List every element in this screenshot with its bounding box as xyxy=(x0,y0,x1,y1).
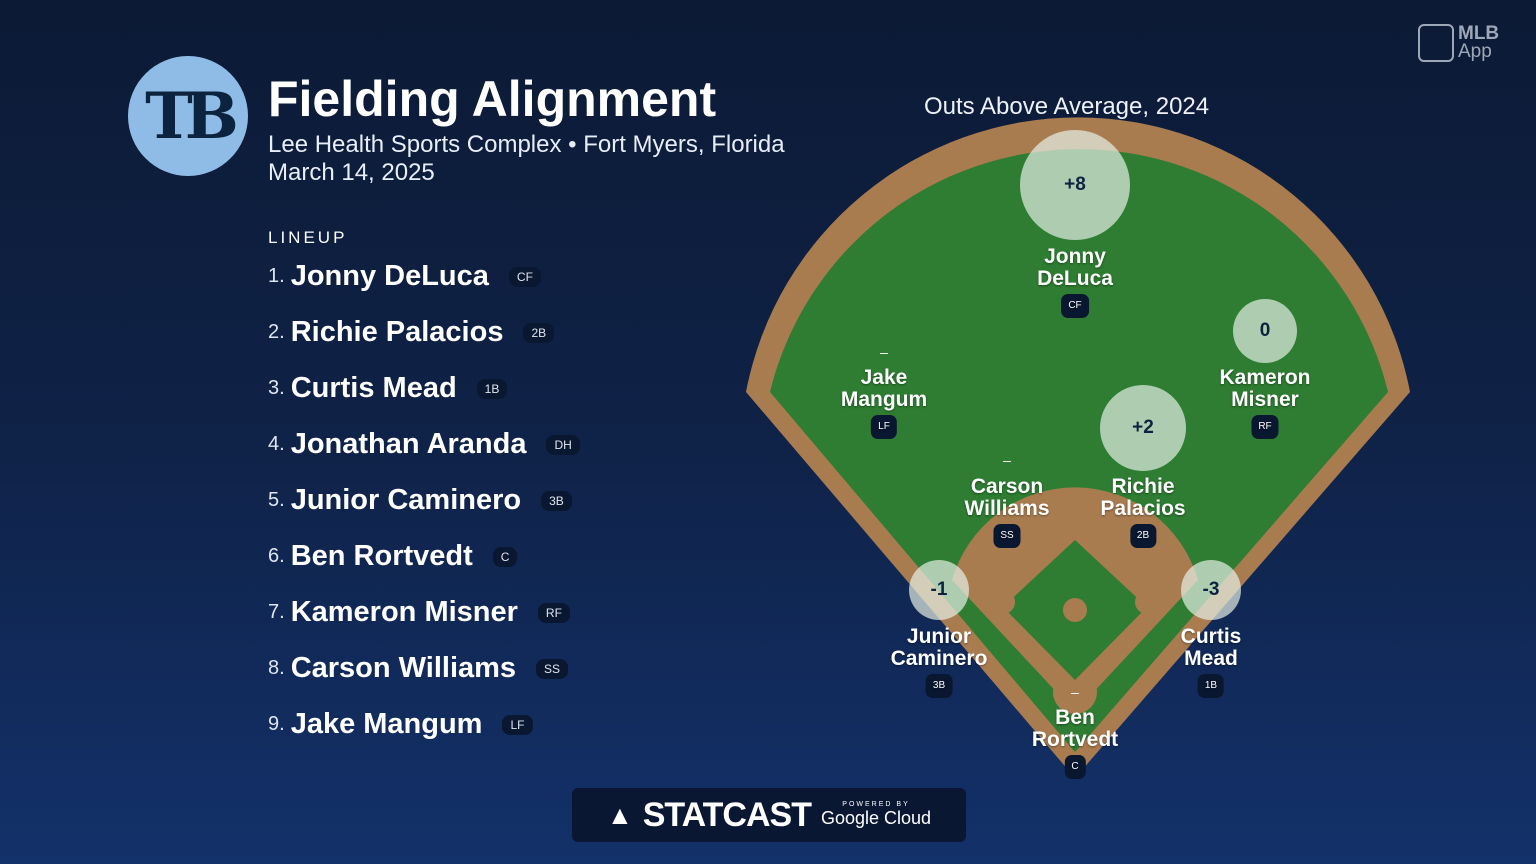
position-badge: 2B xyxy=(523,322,555,343)
player-name: Jonathan Aranda xyxy=(290,428,527,460)
field-player-label: Carson Williams SS xyxy=(964,475,1050,548)
oaa-bubble: -1 xyxy=(909,560,969,620)
lineup-item: 9. Jake Mangum LF xyxy=(268,708,533,741)
player-name: Jonny DeLuca xyxy=(290,260,489,292)
position-badge: CF xyxy=(1061,294,1089,318)
position-badge: DH xyxy=(546,434,580,455)
outfield-grass xyxy=(770,149,1388,752)
oaa-bubble: +2 xyxy=(1100,385,1186,471)
batting-order: 3. xyxy=(268,377,285,399)
lineup-item: 3. Curtis Mead 1B xyxy=(268,372,508,405)
lineup-item: 1. Jonny DeLuca CF xyxy=(268,260,541,293)
last-name: Williams xyxy=(964,497,1050,520)
lineup-item: 7. Kameron Misner RF xyxy=(268,596,570,629)
batting-order: 4. xyxy=(268,433,285,455)
third-base-cutout xyxy=(991,590,1015,614)
last-name: Rortvedt xyxy=(1031,728,1119,751)
oaa-bubble: 0 xyxy=(1233,299,1297,363)
oaa-bubble: – xyxy=(1071,684,1079,700)
lineup-item: 8. Carson Williams SS xyxy=(268,652,569,685)
field-player-label: Jake Mangum LF xyxy=(841,367,927,439)
batting-order: 6. xyxy=(268,545,285,567)
batter-logo-icon: ▲ xyxy=(606,799,633,830)
position-badge: SS xyxy=(993,524,1021,548)
first-name: Carson xyxy=(970,475,1044,498)
lineup-item: 4. Jonathan Aranda DH xyxy=(268,428,580,461)
position-badge: SS xyxy=(536,658,569,679)
position-badge: C xyxy=(1064,755,1086,779)
position-badge: 3B xyxy=(541,490,572,511)
subtitle: Lee Health Sports Complex • Fort Myers, … xyxy=(268,131,785,187)
position-badge: CF xyxy=(508,266,541,287)
batting-order: 1. xyxy=(268,265,285,287)
first-name: Kameron xyxy=(1219,366,1311,389)
position-badge: LF xyxy=(871,415,897,439)
field-player-label: Richie Palacios 2B xyxy=(1100,475,1186,548)
last-name: Caminero xyxy=(890,647,988,670)
first-name: Jonny xyxy=(1044,245,1106,268)
mlb-logo-icon xyxy=(1418,24,1454,62)
oaa-bubble: -3 xyxy=(1181,560,1241,620)
batting-order: 9. xyxy=(268,713,285,735)
player-name: Ben Rortvedt xyxy=(290,540,473,572)
field-player-label: Curtis Mead 1B xyxy=(1180,625,1242,698)
page-title: Fielding Alignment xyxy=(268,71,717,127)
last-name: Misner xyxy=(1231,388,1299,411)
oaa-bubble: – xyxy=(880,344,888,360)
position-badge: RF xyxy=(1251,415,1279,439)
venue: Lee Health Sports Complex • Fort Myers, … xyxy=(268,131,785,158)
first-name: Ben xyxy=(1055,706,1095,729)
pitchers-mound xyxy=(1063,598,1087,622)
first-name: Curtis xyxy=(1180,625,1242,648)
mlb-app-logo: MLB App xyxy=(1418,24,1499,62)
position-badge: 3B xyxy=(925,674,953,698)
lineup-item: 6. Ben Rortvedt C xyxy=(268,540,518,573)
first-name: Junior xyxy=(906,625,972,648)
oaa-bubble: – xyxy=(1003,452,1011,468)
first-base-cutout xyxy=(1135,590,1159,614)
field-title: Outs Above Average, 2024 xyxy=(924,93,1210,120)
field-player-label: Kameron Misner RF xyxy=(1219,366,1311,439)
field-player-label: Jonny DeLuca CF xyxy=(1037,246,1113,318)
mlb-label: MLB xyxy=(1458,23,1500,44)
position-badge: LF xyxy=(502,714,533,735)
player-name: Jake Mangum xyxy=(290,708,483,740)
position-badge: 1B xyxy=(476,378,508,399)
position-badge: 1B xyxy=(1197,674,1225,698)
team-logo: TB xyxy=(128,56,248,176)
first-name: Jake xyxy=(860,366,908,389)
statcast-logo: STATCAST xyxy=(642,795,812,834)
batting-order: 5. xyxy=(268,489,285,511)
google-cloud-logo: Google Cloud xyxy=(820,808,932,828)
batting-order: 8. xyxy=(268,657,285,679)
last-name: Mangum xyxy=(840,388,928,411)
game-date: March 14, 2025 xyxy=(268,159,435,186)
position-badge: C xyxy=(492,546,518,567)
statcast-banner: ▲ STATCAST POWERED BY Google Cloud xyxy=(572,788,966,842)
player-name: Kameron Misner xyxy=(290,596,518,628)
field-player-label: Ben Rortvedt C xyxy=(1032,707,1118,779)
player-name: Richie Palacios xyxy=(290,316,504,348)
last-name: Mead xyxy=(1184,647,1238,670)
position-badge: RF xyxy=(537,602,570,623)
last-name: Palacios xyxy=(1100,497,1186,520)
oaa-bubble: +8 xyxy=(1020,130,1130,240)
position-badge: 2B xyxy=(1129,524,1157,548)
batting-order: 7. xyxy=(268,601,285,623)
lineup-item: 2. Richie Palacios 2B xyxy=(268,316,555,349)
player-name: Junior Caminero xyxy=(290,484,522,516)
home-plate-area xyxy=(1053,670,1097,714)
batting-order: 2. xyxy=(268,321,285,343)
lineup-heading: LINEUP xyxy=(268,228,348,247)
last-name: DeLuca xyxy=(1037,267,1113,290)
powered-by: POWERED BY xyxy=(842,801,910,808)
lineup-item: 5. Junior Caminero 3B xyxy=(268,484,572,517)
field-player-label: Junior Caminero 3B xyxy=(890,625,988,698)
player-name: Carson Williams xyxy=(290,652,517,684)
first-name: Richie xyxy=(1111,475,1175,498)
player-name: Curtis Mead xyxy=(290,372,457,404)
app-label: App xyxy=(1458,41,1492,62)
